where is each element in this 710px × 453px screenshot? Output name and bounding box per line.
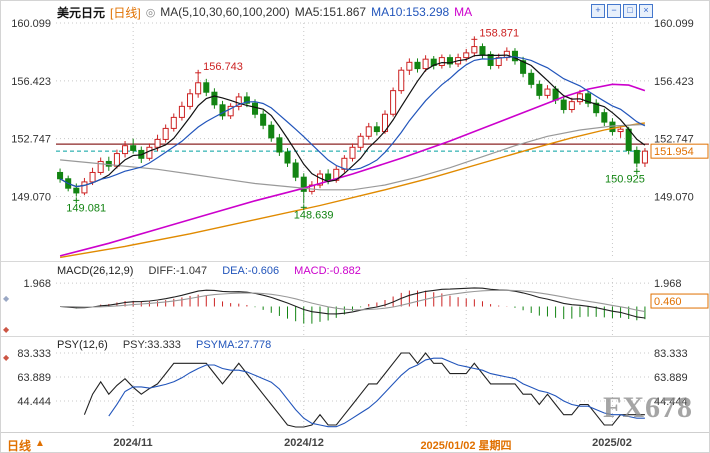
- svg-text:63.889: 63.889: [654, 372, 688, 384]
- period-up-arrow-icon[interactable]: ▲: [35, 438, 45, 449]
- psyma-value: PSYMA:27.778: [195, 339, 272, 351]
- macd-dea-value: DEA:-0.606: [222, 265, 280, 277]
- svg-text:83.333: 83.333: [654, 348, 688, 360]
- macd-hist-value: MACD:-0.882: [294, 265, 361, 277]
- svg-text:149.070: 149.070: [654, 192, 694, 204]
- ma5-value: MA5:151.867: [294, 5, 367, 19]
- svg-text:158.871: 158.871: [479, 27, 519, 39]
- svg-text:152.747: 152.747: [654, 134, 694, 146]
- left-toolbar-icon-3[interactable]: ◆: [3, 353, 10, 362]
- svg-text:83.333: 83.333: [17, 348, 51, 360]
- svg-text:1.968: 1.968: [654, 278, 682, 290]
- symbol-name: 美元日元: [57, 5, 106, 20]
- svg-text:149.081: 149.081: [66, 202, 106, 214]
- ma-long-gray: [60, 123, 645, 191]
- ma-long-magenta: [59, 83, 646, 257]
- psy-header: PSY(12,6) PSY:33.333 PSYMA:27.778: [57, 339, 283, 352]
- svg-text:156.423: 156.423: [654, 76, 694, 88]
- x-axis-label: 2025/02: [592, 437, 632, 449]
- macd-header: MACD(26,12,9) DIFF:-1.047 DEA:-0.606 MAC…: [57, 265, 373, 278]
- ma-truncated-value: MA: [454, 5, 473, 19]
- ma-long-orange: [59, 122, 646, 259]
- svg-text:151.954: 151.954: [654, 146, 694, 158]
- x-axis-bar: 日线 ▲ 2024/11 2024/12 2025/01/02 星期四 2025/02: [1, 432, 709, 453]
- window-button-4[interactable]: ×: [639, 4, 653, 18]
- svg-text:148.639: 148.639: [294, 209, 334, 221]
- svg-text:150.925: 150.925: [605, 173, 645, 185]
- svg-text:152.747: 152.747: [11, 134, 51, 146]
- svg-text:149.070: 149.070: [11, 192, 51, 204]
- macd-label[interactable]: MACD(26,12,9): [57, 265, 134, 277]
- svg-text:156.423: 156.423: [11, 76, 51, 88]
- psy-value: PSY:33.333: [122, 339, 181, 351]
- macd-panel: 1.968 1.968 0.460: [23, 278, 709, 324]
- svg-text:160.099: 160.099: [654, 18, 694, 30]
- window-button-2[interactable]: −: [607, 4, 621, 18]
- window-button-1[interactable]: +: [591, 4, 605, 18]
- diff-line: [60, 287, 645, 319]
- x-axis-label: 2024/11: [113, 437, 153, 449]
- current-price-box: 151.954: [650, 143, 709, 159]
- candlesticks: [57, 42, 648, 204]
- svg-text:1.968: 1.968: [23, 278, 51, 290]
- watermark: FX678: [603, 391, 693, 424]
- ma-group-label: MA(5,10,30,60,100,200): [160, 5, 290, 19]
- grid-lines: [56, 22, 649, 427]
- svg-text:63.889: 63.889: [17, 372, 51, 384]
- svg-text:160.099: 160.099: [11, 18, 51, 30]
- left-toolbar-icon-1[interactable]: ◆: [3, 294, 10, 303]
- ma5-line: [59, 54, 646, 188]
- left-toolbar-icon-2[interactable]: ◆: [3, 325, 10, 334]
- window-controls: + − □ ×: [591, 4, 653, 18]
- macd-diff-value: DIFF:-1.047: [148, 265, 208, 277]
- panel-divider-2: [1, 336, 709, 337]
- dropdown-icon[interactable]: ◎: [145, 6, 156, 19]
- x-axis-label: 2024/12: [284, 437, 324, 449]
- ma10-value: MA10:153.298: [371, 5, 450, 19]
- chart-header: 美元日元 [日线] ◎ MA(5,10,30,60,100,200) MA5:1…: [57, 4, 579, 20]
- svg-text:44.444: 44.444: [17, 396, 51, 408]
- panel-divider-1: [1, 261, 709, 262]
- svg-text:44.444: 44.444: [654, 396, 688, 408]
- window-button-3[interactable]: □: [623, 4, 637, 18]
- dea-line: [60, 289, 646, 313]
- ma-lines: [59, 54, 646, 259]
- psyma-line: [108, 357, 645, 428]
- svg-text:0.460: 0.460: [654, 296, 682, 308]
- ma10-line: [59, 56, 646, 188]
- psy-label[interactable]: PSY(12,6): [57, 339, 108, 351]
- psy-line: [83, 352, 645, 428]
- axis-tick-labels: 160.099 160.099 156.423 156.423 152.747 152.7…: [11, 18, 694, 204]
- svg-text:156.743: 156.743: [203, 61, 243, 73]
- bottom-period-label[interactable]: 日线: [7, 439, 32, 453]
- price-annotations: 149.081 156.743 148.639 158.871 150.925: [66, 27, 645, 221]
- x-axis-label: 2025/01/02 星期四: [420, 440, 512, 452]
- period-tag[interactable]: [日线]: [110, 5, 141, 20]
- psy-panel: 83.333 83.333 63.889 63.889 44.444 44.444: [17, 348, 688, 428]
